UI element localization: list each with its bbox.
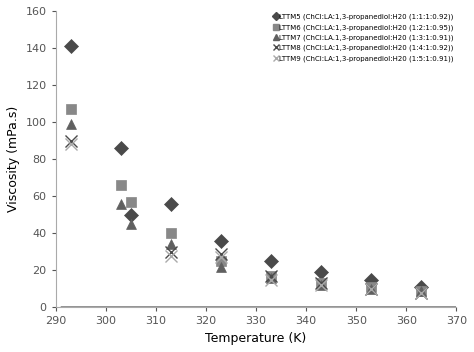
Point [367,277,375,283]
Point [217,254,225,260]
Point [267,277,275,283]
Point [367,286,375,292]
Point [267,275,275,281]
Point [117,182,125,188]
Point [267,273,275,279]
Point [167,253,175,258]
Point [267,273,275,279]
Point [367,284,375,290]
Point [167,201,175,207]
Point [167,231,175,236]
Point [127,212,135,218]
Point [318,269,325,275]
Y-axis label: Viscosity (mPa.s): Viscosity (mPa.s) [7,106,20,212]
Point [418,290,425,295]
Point [217,258,225,264]
Point [217,264,225,270]
Point [318,282,325,288]
Point [318,282,325,288]
Point [318,281,325,286]
Point [167,249,175,255]
Point [117,145,125,151]
Point [167,241,175,247]
Point [127,221,135,227]
Point [67,121,74,127]
Point [418,288,425,294]
Point [67,43,74,49]
Point [367,286,375,292]
Point [418,290,425,295]
Point [267,258,275,264]
X-axis label: Temperature (K): Temperature (K) [205,332,307,345]
Point [67,138,74,144]
Point [117,201,125,207]
Point [367,286,375,292]
Point [67,106,74,112]
Point [418,288,425,294]
Point [217,251,225,257]
Legend: LTTM5 (ChCl:LA:1,3-propanediol:H20 (1:1:1:0.92)), LTTM6 (ChCl:LA:1,3-propanediol: LTTM5 (ChCl:LA:1,3-propanediol:H20 (1:1:… [272,12,455,63]
Point [217,238,225,244]
Point [127,199,135,205]
Point [318,281,325,286]
Point [418,284,425,290]
Point [67,142,74,147]
